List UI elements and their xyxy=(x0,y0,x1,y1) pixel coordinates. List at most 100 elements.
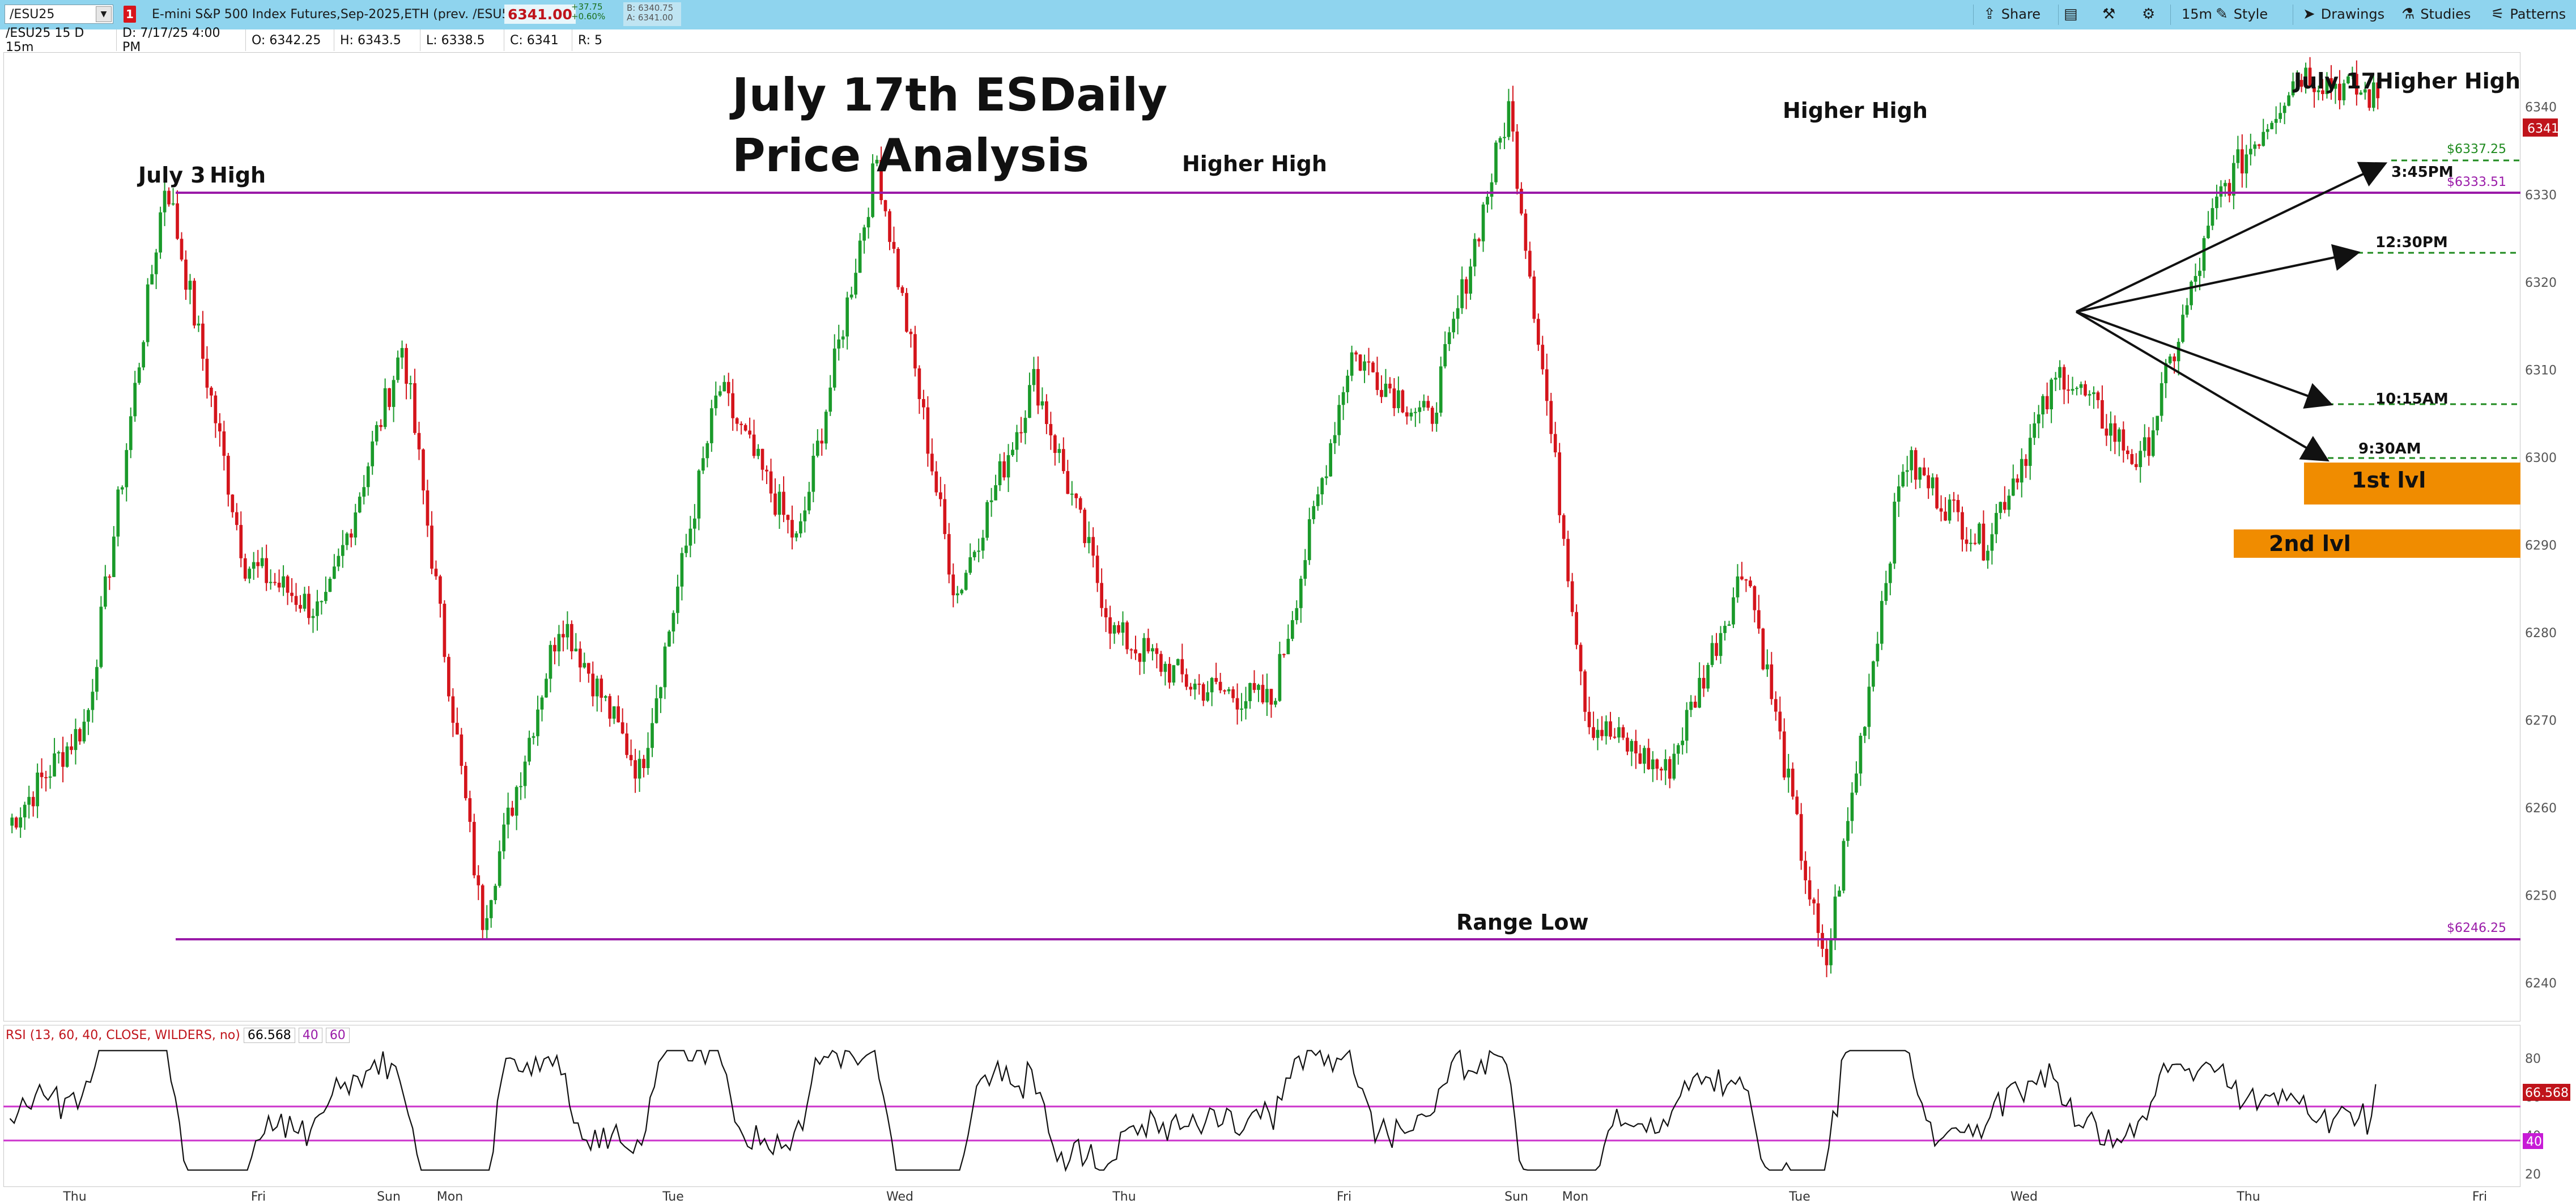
candle-body xyxy=(972,552,976,558)
candle-body xyxy=(1859,735,1863,774)
candle-body xyxy=(1316,494,1320,506)
candle-body xyxy=(1914,450,1918,480)
candle-body xyxy=(2211,208,2214,226)
candle-body xyxy=(981,537,985,551)
label-july3[interactable]: July 3 xyxy=(137,163,206,188)
candle-body xyxy=(1184,674,1188,687)
candle-body xyxy=(2219,186,2223,197)
label-range-low[interactable]: Range Low xyxy=(1456,910,1589,935)
zone-2nd-lvl[interactable] xyxy=(2234,529,2520,558)
candle-body xyxy=(879,159,883,201)
candle-body xyxy=(1905,470,1909,472)
chart-settings-button[interactable]: ▤ xyxy=(2064,4,2084,24)
style-button[interactable]: ✎ Style xyxy=(2216,4,2268,24)
candle-body xyxy=(2232,163,2235,196)
candle-body xyxy=(1774,699,1778,712)
candle-body xyxy=(1855,773,1858,793)
label-july17-higher-high[interactable]: Higher High xyxy=(2375,69,2520,94)
price-tick-label: 6250 xyxy=(2525,889,2557,904)
candle-body xyxy=(828,387,832,412)
arrow-to-1015am[interactable] xyxy=(2076,311,2333,409)
candle-body xyxy=(1681,740,1685,745)
label-1st-lvl[interactable]: 1st lvl xyxy=(2352,468,2426,493)
symbol-dropdown-icon[interactable]: ▼ xyxy=(96,6,112,22)
chart-title-line1[interactable]: July 17th ESDaily xyxy=(729,69,1167,121)
candle-body xyxy=(1723,625,1727,633)
share-button[interactable]: ⇪ Share xyxy=(1983,4,2041,24)
candle-body xyxy=(1413,412,1417,413)
candle-body xyxy=(1961,512,1964,540)
candle-body xyxy=(2313,87,2316,92)
candle-body xyxy=(506,807,510,825)
label-2nd-lvl[interactable]: 2nd lvl xyxy=(2269,531,2351,556)
candle-body xyxy=(146,284,150,342)
candle-body xyxy=(1732,597,1735,625)
candle-body xyxy=(1944,511,1947,521)
zone-1st-lvl[interactable] xyxy=(2304,463,2520,505)
candle-body xyxy=(1074,493,1078,498)
candle-body xyxy=(1015,432,1019,450)
candle-body xyxy=(2071,389,2075,391)
label-1230pm[interactable]: 12:30PM xyxy=(2375,234,2448,251)
symbol-input[interactable]: /ESU25 ▼ xyxy=(5,5,113,24)
candle-body xyxy=(226,456,230,495)
candle-body xyxy=(1430,408,1434,424)
candle-body xyxy=(1333,435,1337,443)
rsi-label[interactable]: RSI (13, 60, 40, CLOSE, WILDERS, no) xyxy=(6,1028,240,1042)
candle-body xyxy=(1965,539,1969,544)
arrow-to-345pm[interactable] xyxy=(2076,162,2388,313)
candle-body xyxy=(95,667,99,692)
candle-body xyxy=(1409,412,1413,417)
candle-body xyxy=(299,605,302,609)
candle-body xyxy=(290,592,294,596)
label-1015am[interactable]: 10:15AM xyxy=(2375,391,2449,408)
candle-body xyxy=(1511,101,1515,132)
candle-body xyxy=(1235,698,1239,710)
arrow-to-1230pm[interactable] xyxy=(2076,244,2361,313)
candle-body xyxy=(1070,493,1074,495)
candle-body xyxy=(1587,711,1591,727)
candle-body xyxy=(1405,412,1409,417)
candle-body xyxy=(731,393,735,418)
candle-body xyxy=(180,239,184,260)
candle-body xyxy=(1083,510,1087,544)
link-badge[interactable]: 1 xyxy=(124,6,136,23)
candle-body xyxy=(2160,383,2163,416)
candle-body xyxy=(1112,625,1116,634)
candle-body xyxy=(1613,736,1617,738)
timeframe-button[interactable]: 15m xyxy=(2182,4,2212,24)
candle-body xyxy=(1791,768,1795,797)
patterns-button[interactable]: ⚟ Patterns xyxy=(2491,4,2566,24)
studies-button[interactable]: ⚗ Studies xyxy=(2401,4,2471,24)
time-tick-label: Wed xyxy=(2010,1190,2038,1204)
label-july3-high[interactable]: High xyxy=(210,163,266,188)
candle-body xyxy=(14,817,18,828)
price-tag-6246: $6246.25 xyxy=(2447,921,2506,935)
rsi-line xyxy=(9,1049,2377,1172)
candle-body xyxy=(294,596,298,605)
candle-body xyxy=(960,590,964,593)
candle-body xyxy=(1490,182,1494,197)
candle-body xyxy=(468,798,472,822)
candle-body xyxy=(557,634,561,652)
candle-body xyxy=(1045,401,1048,425)
label-higher-high-2[interactable]: Higher High xyxy=(1783,98,1928,123)
candle-body xyxy=(214,395,218,423)
drawings-button[interactable]: ➤ Drawings xyxy=(2303,4,2384,24)
label-930am[interactable]: 9:30AM xyxy=(2358,440,2421,457)
candle-body xyxy=(129,416,133,450)
candle-body xyxy=(1842,841,1846,891)
label-july17[interactable]: July 17 xyxy=(2292,69,2376,94)
timeframe-label: 15m xyxy=(2182,6,2212,22)
label-higher-high-1[interactable]: Higher High xyxy=(1182,151,1327,176)
candle-body xyxy=(2011,478,2015,496)
chart-title-line2[interactable]: Price Analysis xyxy=(732,129,1089,182)
candle-body xyxy=(562,634,565,638)
arrow-to-930am[interactable] xyxy=(2075,311,2330,462)
label-345pm[interactable]: 3:45PM xyxy=(2391,164,2454,181)
candle-body xyxy=(1142,638,1146,662)
settings-button[interactable]: ⚙ xyxy=(2142,4,2161,24)
candle-body xyxy=(1380,389,1383,397)
drawing-tools-button[interactable]: ⚒ xyxy=(2102,4,2121,24)
candle-body xyxy=(1384,383,1388,397)
